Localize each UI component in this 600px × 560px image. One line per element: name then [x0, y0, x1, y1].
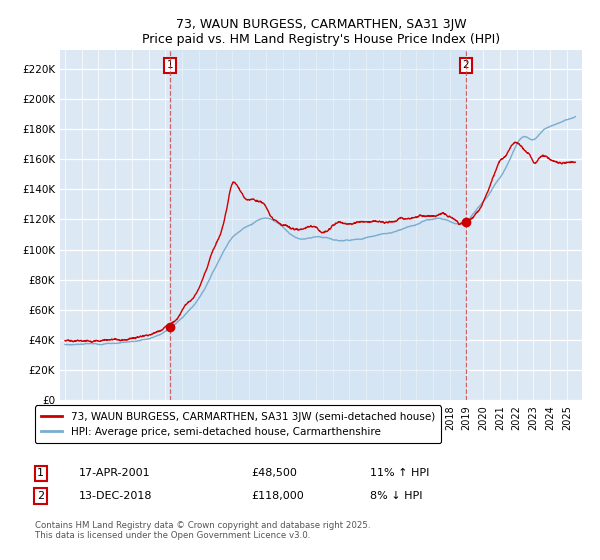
Text: £48,500: £48,500 — [251, 468, 297, 478]
Text: £118,000: £118,000 — [251, 491, 304, 501]
Text: 1: 1 — [167, 60, 173, 71]
Text: Contains HM Land Registry data © Crown copyright and database right 2025.
This d: Contains HM Land Registry data © Crown c… — [35, 521, 371, 540]
Text: 2: 2 — [463, 60, 469, 71]
Text: 11% ↑ HPI: 11% ↑ HPI — [370, 468, 430, 478]
Text: 17-APR-2001: 17-APR-2001 — [79, 468, 150, 478]
Legend: 73, WAUN BURGESS, CARMARTHEN, SA31 3JW (semi-detached house), HPI: Average price: 73, WAUN BURGESS, CARMARTHEN, SA31 3JW (… — [35, 405, 441, 443]
Text: 13-DEC-2018: 13-DEC-2018 — [79, 491, 152, 501]
Bar — [170, 50, 466, 400]
Text: 8% ↓ HPI: 8% ↓ HPI — [370, 491, 422, 501]
Text: 1: 1 — [37, 468, 44, 478]
Title: 73, WAUN BURGESS, CARMARTHEN, SA31 3JW
Price paid vs. HM Land Registry's House P: 73, WAUN BURGESS, CARMARTHEN, SA31 3JW P… — [142, 18, 500, 46]
Text: 2: 2 — [37, 491, 44, 501]
